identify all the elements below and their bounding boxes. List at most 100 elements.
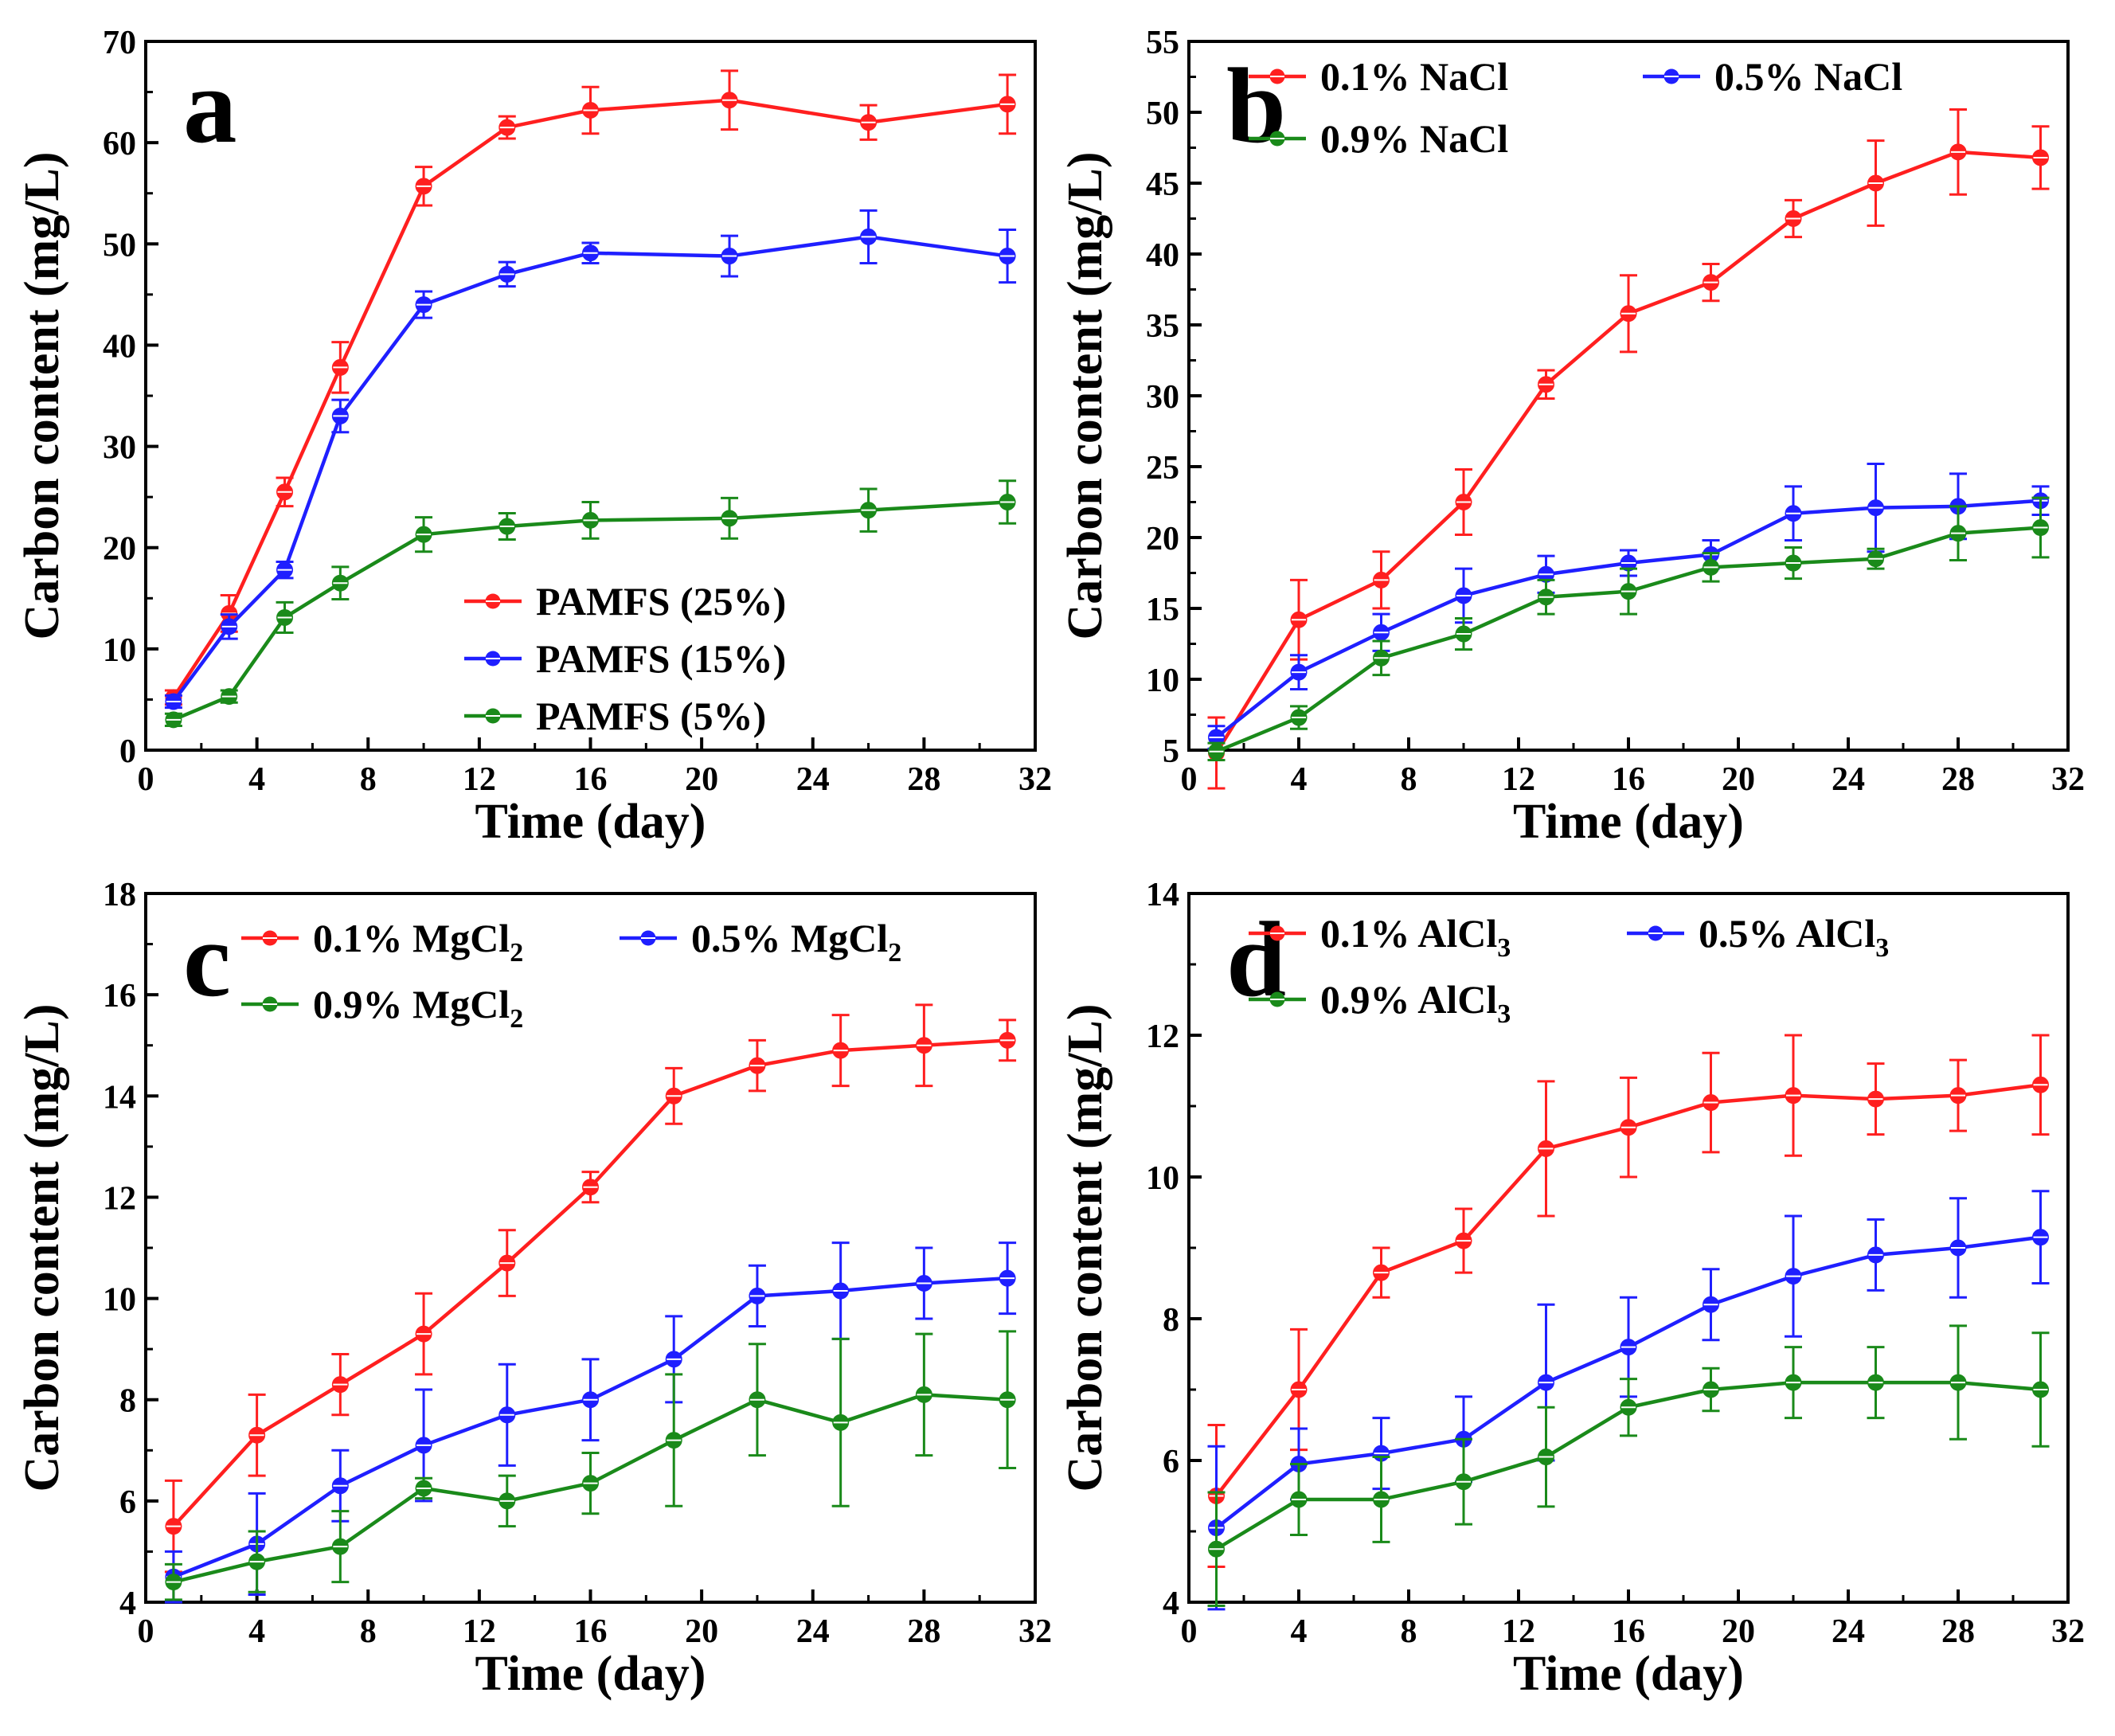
legend-label: 0.5% NaCl — [1714, 54, 1902, 99]
x-tick-label: 16 — [574, 1613, 608, 1650]
legend-item: 0.9% MgCl2 — [241, 982, 523, 1034]
legend-item: PAMFS (15%) — [464, 636, 786, 681]
y-tick-label: 4 — [119, 1585, 136, 1622]
x-tick-label: 12 — [1502, 1613, 1535, 1650]
y-tick-label: 40 — [103, 328, 136, 365]
y-tick-label: 10 — [103, 632, 136, 669]
x-tick-label: 4 — [1291, 1613, 1308, 1650]
legend-item: 0.5% AlCl3 — [1627, 911, 1889, 963]
series-1 — [1207, 108, 2050, 790]
chart-panel-a: 0 4 8 12 16 20 24 28 32 0 10 20 30 40 50 60 70 Time (day)… — [15, 25, 1052, 849]
series-2 — [164, 209, 1017, 710]
x-tick-label: 24 — [796, 761, 830, 798]
y-tick-label: 10 — [103, 1282, 136, 1319]
x-axis-title: Time (day) — [475, 1647, 706, 1701]
y-tick-label: 10 — [1146, 663, 1179, 699]
series-line — [1214, 150, 2041, 754]
y-tick-label: 6 — [119, 1484, 136, 1521]
series-3 — [1207, 1324, 2050, 1607]
y-tick-label: 30 — [103, 430, 136, 467]
y-tick-label: 6 — [1163, 1444, 1179, 1480]
y-tick-label: 20 — [103, 531, 136, 568]
x-tick-label: 32 — [1018, 761, 1052, 798]
x-tick-label: 28 — [907, 761, 940, 798]
y-tick-label: 50 — [103, 227, 136, 264]
x-axis-title: Time (day) — [1513, 1647, 1744, 1701]
y-tick-label: 16 — [103, 978, 136, 1015]
x-tick-label: 0 — [138, 761, 154, 798]
legend-label: 0.5% AlCl3 — [1699, 911, 1889, 963]
x-tick-label: 28 — [1941, 761, 1975, 798]
y-tick-label: 12 — [103, 1180, 136, 1217]
x-tick-label: 24 — [796, 1613, 830, 1650]
x-tick-label: 4 — [1291, 761, 1308, 798]
y-tick-label: 45 — [1146, 166, 1179, 203]
y-tick-label: 15 — [1146, 592, 1179, 628]
x-tick-label: 32 — [2051, 761, 2085, 798]
legend: 0.1% NaCl 0.5% NaCl 0.9% NaCl — [1249, 54, 1902, 161]
legend-item: 0.1% MgCl2 — [241, 916, 523, 968]
series-line — [173, 500, 1008, 721]
y-tick-label: 35 — [1146, 308, 1179, 345]
legend-label: PAMFS (15%) — [536, 636, 786, 681]
series-2 — [164, 1241, 1017, 1604]
y-axis-title: Carbon content (mg/L) — [1058, 1003, 1112, 1492]
legend-item: PAMFS (5%) — [464, 694, 766, 738]
series-1 — [164, 1003, 1017, 1574]
legend: 0.1% MgCl2 0.5% MgCl2 0.9% MgCl2 — [241, 916, 901, 1034]
y-tick-label: 30 — [1146, 379, 1179, 416]
y-tick-label: 5 — [1163, 733, 1179, 770]
x-tick-label: 20 — [1722, 1613, 1755, 1650]
y-tick-label: 70 — [103, 25, 136, 61]
legend-label: 0.5% MgCl2 — [691, 916, 901, 968]
x-tick-label: 12 — [463, 761, 496, 798]
x-tick-label: 16 — [574, 761, 608, 798]
y-tick-label: 25 — [1146, 450, 1179, 487]
x-tick-label: 20 — [685, 761, 718, 798]
y-tick-label: 10 — [1146, 1160, 1179, 1197]
y-tick-label: 60 — [103, 126, 136, 162]
x-tick-label: 8 — [1401, 1613, 1417, 1650]
x-tick-label: 12 — [463, 1613, 496, 1650]
x-tick-label: 8 — [360, 761, 377, 798]
y-tick-label: 12 — [1146, 1019, 1179, 1055]
legend-label: PAMFS (5%) — [536, 694, 766, 738]
x-axis-title: Time (day) — [475, 795, 706, 849]
x-tick-label: 8 — [360, 1613, 377, 1650]
x-tick-label: 4 — [248, 761, 265, 798]
x-tick-label: 28 — [907, 1613, 940, 1650]
y-tick-label: 14 — [103, 1079, 136, 1116]
y-tick-label: 18 — [103, 877, 136, 913]
legend: 0.1% AlCl3 0.5% AlCl3 0.9% AlCl3 — [1249, 911, 1889, 1029]
legend: PAMFS (25%) PAMFS (15%) PAMFS (5%) — [464, 579, 786, 738]
x-tick-label: 0 — [1181, 1613, 1198, 1650]
legend-label: PAMFS (25%) — [536, 579, 786, 624]
chart-panel-b: 0 4 8 12 16 20 24 28 32 5 10 15 20 25 30 35 40 45 50 55 Time… — [1058, 25, 2085, 849]
x-tick-label: 24 — [1832, 761, 1865, 798]
y-tick-label: 0 — [119, 733, 136, 770]
y-tick-label: 50 — [1146, 96, 1179, 132]
legend-item: 0.5% MgCl2 — [620, 916, 901, 968]
legend-label: 0.9% AlCl3 — [1320, 977, 1511, 1029]
y-tick-label: 14 — [1146, 877, 1179, 913]
legend-item: 0.1% AlCl3 — [1249, 911, 1511, 963]
series-3 — [1207, 496, 2050, 761]
y-axis-title: Carbon content (mg/L) — [1058, 151, 1112, 639]
legend-label: 0.1% AlCl3 — [1320, 911, 1511, 963]
y-axis-title: Carbon content (mg/L) — [15, 151, 69, 639]
series-line — [172, 98, 1008, 699]
series-3 — [164, 479, 1017, 729]
x-tick-label: 20 — [685, 1613, 718, 1650]
x-tick-label: 8 — [1401, 761, 1417, 798]
panel-letter: b — [1226, 47, 1286, 166]
x-tick-label: 32 — [2051, 1613, 2085, 1650]
panel-letter: a — [183, 47, 237, 166]
legend-item: PAMFS (25%) — [464, 579, 786, 624]
legend-label: 0.9% MgCl2 — [313, 982, 523, 1034]
x-tick-label: 12 — [1502, 761, 1535, 798]
y-tick-label: 20 — [1146, 521, 1179, 557]
legend-item: 0.9% AlCl3 — [1249, 977, 1511, 1029]
